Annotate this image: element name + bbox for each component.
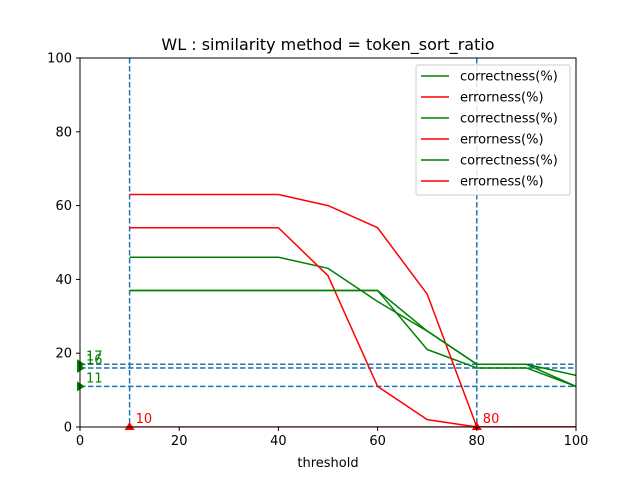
annotation-label: 17 bbox=[86, 349, 103, 364]
annotation-marker bbox=[77, 381, 85, 392]
series-line-4 bbox=[129, 193, 576, 427]
x-tick-label: 20 bbox=[171, 434, 188, 449]
annotation-label: 10 bbox=[136, 412, 153, 427]
legend-box bbox=[415, 64, 571, 196]
legend-entry: correctness(%) bbox=[460, 70, 558, 85]
y-tick-label: 0 bbox=[64, 421, 72, 436]
legend: correctness(%) errorness(%) correctness(%)… bbox=[415, 64, 571, 196]
annotation-marker bbox=[471, 422, 482, 430]
axes-frame bbox=[79, 57, 577, 428]
legend-entry: errorness(%) bbox=[460, 91, 544, 106]
series-group bbox=[80, 58, 576, 427]
y-tick-label: 60 bbox=[55, 199, 72, 214]
annotation-marker bbox=[124, 422, 135, 430]
legend-entry: errorness(%) bbox=[460, 175, 544, 190]
axis-ticks: 0 20 40 60 80 100 0 20 40 60 80 100 bbox=[47, 52, 588, 450]
legend-entry: errorness(%) bbox=[460, 133, 544, 148]
x-axis-label: threshold bbox=[297, 456, 358, 471]
legend-entry: correctness(%) bbox=[460, 112, 558, 127]
legend-entry: correctness(%) bbox=[460, 154, 558, 169]
annotation-label: 11 bbox=[86, 371, 103, 386]
x-tick-label: 100 bbox=[564, 434, 589, 449]
x-tick-label: 60 bbox=[369, 434, 386, 449]
y-tick-label: 100 bbox=[47, 52, 72, 67]
y-tick-label: 80 bbox=[55, 125, 72, 140]
annotation-label: 16 bbox=[86, 353, 103, 368]
chart-title: WL : similarity method = token_sort_rati… bbox=[161, 35, 494, 55]
x-tick-label: 80 bbox=[469, 434, 486, 449]
annotation-label: 80 bbox=[483, 412, 500, 427]
series-line-2 bbox=[129, 226, 576, 427]
y-tick-label: 20 bbox=[55, 347, 72, 362]
annotation-marker bbox=[77, 362, 85, 373]
y-tick-label: 40 bbox=[55, 273, 72, 288]
series-line-5 bbox=[129, 289, 576, 377]
x-tick-label: 40 bbox=[270, 434, 287, 449]
x-tick-label: 0 bbox=[76, 434, 84, 449]
